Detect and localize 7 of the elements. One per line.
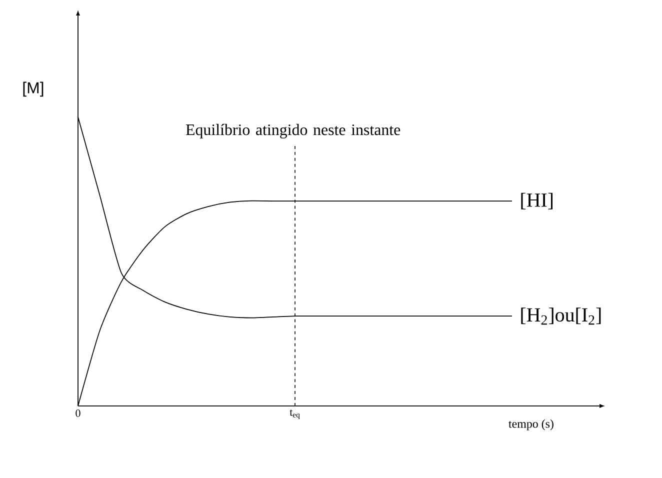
x-axis-title: tempo (s) [508, 419, 554, 430]
x-tick-label: t$_{eq}$ [290, 410, 300, 419]
x-tick-label: 0 [76, 410, 80, 417]
series-label: [HI] [521, 192, 553, 210]
series-label: [H$_{2}$]ou[I$_{2}$] [521, 308, 601, 325]
ref-line-label: Equilíbrio atingido neste instante [186, 124, 400, 138]
y-axis-title: [M] [23, 82, 44, 97]
